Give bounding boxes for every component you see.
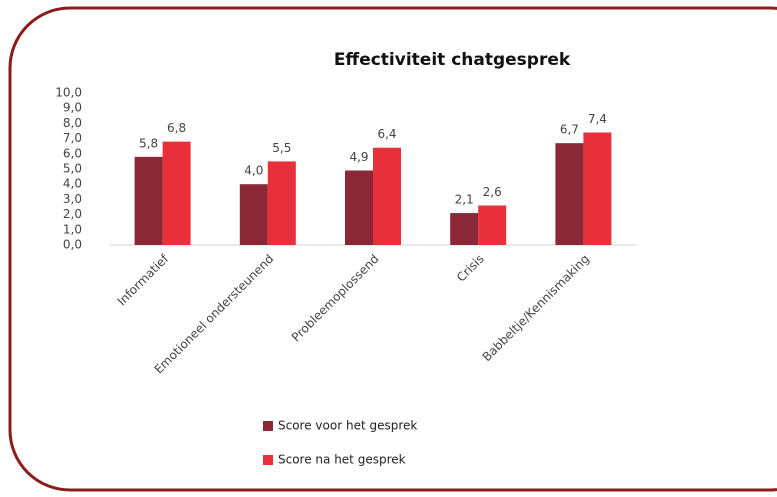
legend-swatch (263, 421, 273, 431)
y-tick-label: 0,0 (63, 238, 82, 252)
bar (555, 143, 584, 245)
x-tick-label: Babbeltje/Kennismaking (480, 252, 592, 364)
y-tick-label: 2,0 (63, 207, 82, 221)
bar (239, 184, 268, 245)
bar (373, 147, 401, 245)
value-label: 2,6 (483, 185, 502, 199)
y-tick-label: 10,0 (55, 86, 82, 100)
x-tick-label: Probleemoplossend (289, 252, 382, 345)
value-label: 4,0 (244, 164, 263, 178)
x-tick-label: Informatief (115, 251, 172, 308)
y-tick-label: 4,0 (63, 177, 82, 191)
bar (478, 205, 507, 245)
frame (8, 6, 777, 492)
value-label: 4,9 (349, 150, 368, 164)
value-label: 5,8 (139, 136, 158, 150)
y-tick-label: 8,0 (63, 116, 82, 130)
x-tick-label: Emotioneel ondersteunend (152, 252, 277, 377)
value-label: 6,4 (377, 127, 396, 141)
legend-label: Score voor het gesprek (278, 419, 417, 433)
bar (162, 141, 191, 245)
value-label: 6,8 (167, 121, 186, 135)
bar (267, 161, 296, 245)
y-tick-label: 7,0 (63, 131, 82, 145)
value-label: 7,4 (588, 112, 607, 126)
value-label: 6,7 (560, 123, 579, 137)
y-tick-label: 6,0 (63, 146, 82, 160)
y-tick-label: 9,0 (63, 101, 82, 115)
y-tick-label: 1,0 (63, 222, 82, 236)
value-label: 5,5 (272, 141, 291, 155)
legend-label: Score na het gesprek (278, 453, 406, 467)
bar (134, 156, 163, 245)
legend-swatch (263, 455, 273, 465)
y-tick-label: 3,0 (63, 192, 82, 206)
x-tick-label: Crisis (454, 252, 487, 285)
value-label: 2,1 (455, 193, 474, 207)
bar (583, 132, 612, 245)
bar (345, 170, 373, 245)
y-tick-label: 5,0 (63, 162, 82, 176)
bar (450, 213, 479, 245)
chart-title: Effectiviteit chatgesprek (334, 50, 571, 70)
